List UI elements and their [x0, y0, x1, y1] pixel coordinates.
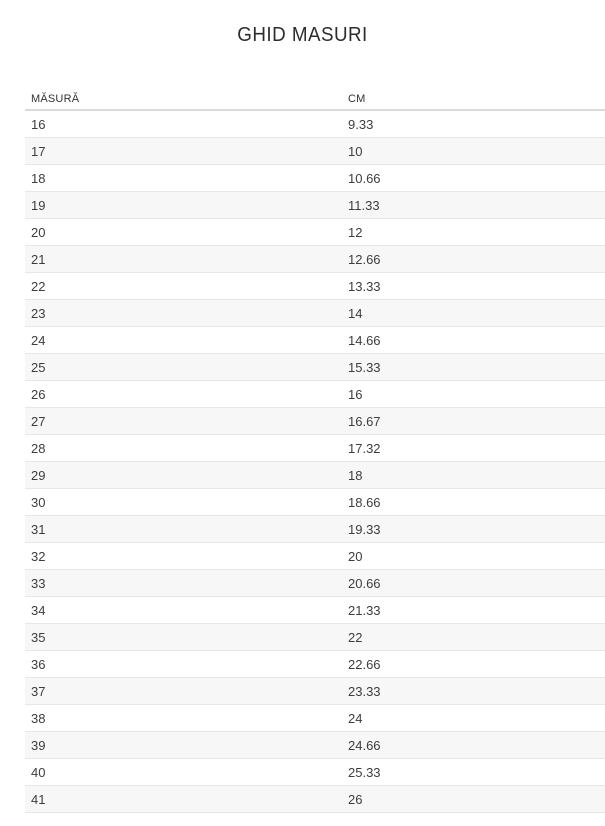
cell-cm: 18 [348, 467, 363, 483]
cell-cm: 23.33 [348, 683, 381, 699]
cell-masura: 23 [31, 305, 46, 321]
column-header-masura: MĂSURĂ [31, 93, 80, 105]
cell-cm: 25.33 [348, 764, 381, 780]
table-row: 37 23.33 [25, 678, 605, 705]
cell-cm: 22 [348, 629, 363, 645]
cell-cm: 17.32 [348, 440, 381, 456]
cell-masura: 31 [31, 521, 46, 537]
table-row: 17 10 [25, 138, 605, 165]
cell-masura: 39 [31, 737, 46, 753]
cell-masura: 29 [31, 467, 46, 483]
cell-masura: 19 [31, 197, 46, 213]
cell-cm: 24 [348, 710, 363, 726]
size-guide-table: MĂSURĂ CM 16 9.33 17 10 18 10.66 19 11.33 20 12 21… [25, 89, 605, 813]
cell-masura: 17 [31, 143, 46, 159]
cell-masura: 28 [31, 440, 46, 456]
table-row: 19 11.33 [25, 192, 605, 219]
table-row: 20 12 [25, 219, 605, 246]
table-row: 21 12.66 [25, 246, 605, 273]
table-row: 31 19.33 [25, 516, 605, 543]
cell-masura: 38 [31, 710, 46, 726]
cell-cm: 18.66 [348, 494, 381, 510]
table-row: 36 22.66 [25, 651, 605, 678]
cell-masura: 25 [31, 359, 46, 375]
cell-masura: 41 [31, 791, 46, 807]
cell-masura: 27 [31, 413, 46, 429]
table-header-row: MĂSURĂ CM [25, 89, 605, 111]
cell-cm: 20.66 [348, 575, 381, 591]
table-body: 16 9.33 17 10 18 10.66 19 11.33 20 12 21 12.66 22 13.… [25, 111, 605, 813]
cell-masura: 34 [31, 602, 46, 618]
cell-cm: 26 [348, 791, 363, 807]
table-row: 26 16 [25, 381, 605, 408]
table-row: 38 24 [25, 705, 605, 732]
column-header-cm: CM [348, 93, 366, 105]
cell-cm: 11.33 [348, 197, 380, 213]
table-row: 35 22 [25, 624, 605, 651]
table-row: 33 20.66 [25, 570, 605, 597]
page-title: GHID MASURI [237, 24, 368, 46]
table-row: 23 14 [25, 300, 605, 327]
cell-cm: 9.33 [348, 116, 374, 132]
cell-masura: 24 [31, 332, 46, 348]
cell-masura: 21 [31, 251, 46, 267]
cell-masura: 22 [31, 278, 46, 294]
cell-masura: 16 [31, 116, 46, 132]
table-row: 32 20 [25, 543, 605, 570]
table-row: 18 10.66 [25, 165, 605, 192]
cell-cm: 15.33 [348, 359, 381, 375]
cell-cm: 21.33 [348, 602, 381, 618]
table-row: 28 17.32 [25, 435, 605, 462]
cell-masura: 35 [31, 629, 46, 645]
cell-cm: 22.66 [348, 656, 381, 672]
cell-cm: 12.66 [348, 251, 381, 267]
table-row: 22 13.33 [25, 273, 605, 300]
table-row: 16 9.33 [25, 111, 605, 138]
cell-masura: 20 [31, 224, 46, 240]
table-row: 40 25.33 [25, 759, 605, 786]
table-row: 34 21.33 [25, 597, 605, 624]
table-row: 27 16.67 [25, 408, 605, 435]
table-row: 25 15.33 [25, 354, 605, 381]
cell-cm: 12 [348, 224, 363, 240]
cell-cm: 16 [348, 386, 363, 402]
cell-masura: 33 [31, 575, 46, 591]
table-row: 29 18 [25, 462, 605, 489]
cell-cm: 19.33 [348, 521, 381, 537]
cell-cm: 16.67 [348, 413, 381, 429]
cell-masura: 37 [31, 683, 46, 699]
table-row: 30 18.66 [25, 489, 605, 516]
cell-cm: 24.66 [348, 737, 381, 753]
cell-cm: 20 [348, 548, 363, 564]
cell-masura: 40 [31, 764, 46, 780]
cell-masura: 26 [31, 386, 46, 402]
cell-cm: 10 [348, 143, 363, 159]
cell-cm: 14.66 [348, 332, 381, 348]
cell-cm: 13.33 [348, 278, 381, 294]
cell-cm: 10.66 [348, 170, 381, 186]
cell-masura: 18 [31, 170, 46, 186]
cell-masura: 30 [31, 494, 46, 510]
cell-masura: 36 [31, 656, 46, 672]
table-row: 39 24.66 [25, 732, 605, 759]
cell-cm: 14 [348, 305, 363, 321]
cell-masura: 32 [31, 548, 46, 564]
table-row: 24 14.66 [25, 327, 605, 354]
table-row: 41 26 [25, 786, 605, 813]
